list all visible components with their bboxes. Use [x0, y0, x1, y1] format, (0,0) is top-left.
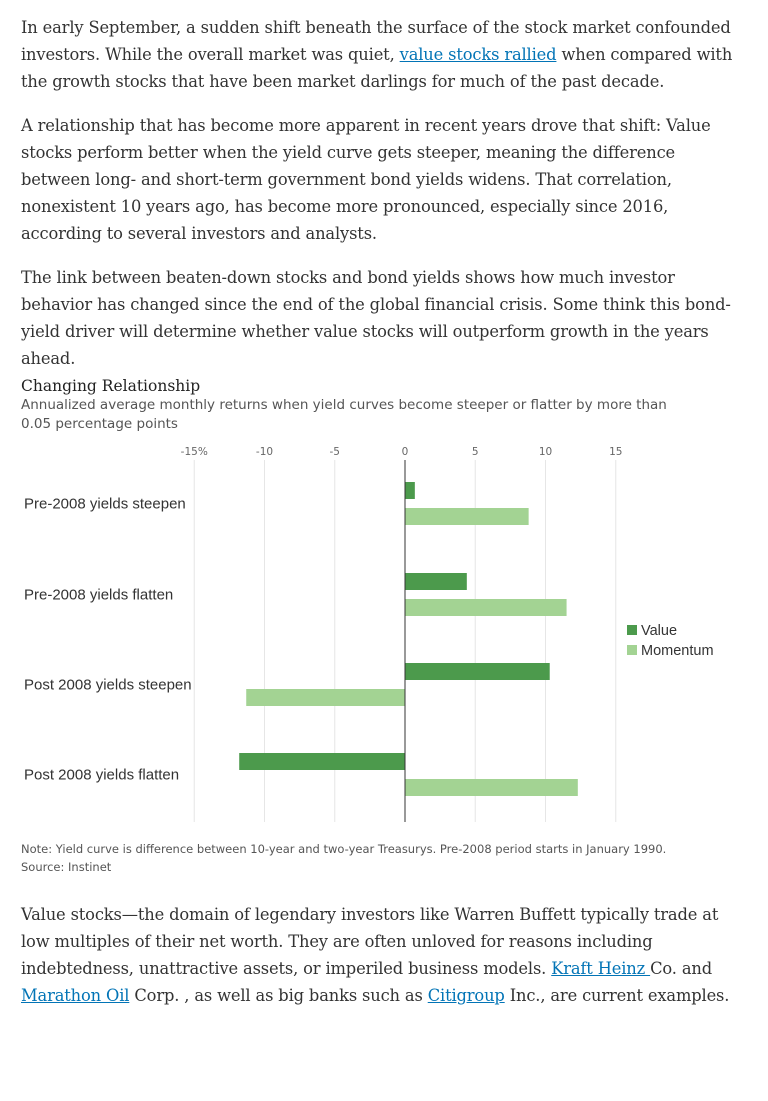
x-tick-label: 0 [402, 446, 409, 458]
x-tick-label: -5 [330, 446, 340, 458]
p4-text-c: Corp. , as well as big banks such as [129, 986, 428, 1005]
x-tick-label: 10 [539, 446, 552, 458]
bar-value [239, 753, 405, 770]
x-tick-label: 15 [609, 446, 622, 458]
chart-container: Changing Relationship Annualized average… [21, 376, 751, 434]
bar-momentum [405, 599, 567, 616]
chart-note-block: Note: Yield curve is difference between … [21, 840, 666, 876]
bar-value [405, 573, 467, 590]
category-label: Post 2008 yields flatten [24, 767, 179, 784]
legend-swatch [627, 625, 637, 635]
chart-title: Changing Relationship [21, 377, 201, 395]
category-label: Pre-2008 yields steepen [24, 496, 186, 513]
p4-text-d: Inc., are current examples. [504, 986, 730, 1005]
category-label: Pre-2008 yields flatten [24, 587, 173, 604]
paragraph-4: Value stocks—the domain of legendary inv… [21, 901, 733, 1009]
legend-label: Momentum [641, 643, 714, 659]
citigroup-link[interactable]: Citigroup [427, 986, 505, 1005]
legend-swatch [627, 645, 637, 655]
p4-text-a: Value stocks—the domain of legendary inv… [21, 905, 719, 978]
p1-text-a: In early September, a sudden shift benea… [21, 18, 731, 64]
article-top: In early September, a sudden shift benea… [21, 14, 733, 389]
paragraph-1: In early September, a sudden shift benea… [21, 14, 733, 95]
chart-source: Source: Instinet [21, 860, 112, 874]
paragraph-3: The link between beaten-down stocks and … [21, 268, 731, 368]
kraft-heinz-link[interactable]: Kraft Heinz [551, 959, 651, 978]
x-tick-label: -10 [256, 446, 273, 458]
category-label: Post 2008 yields steepen [24, 677, 192, 694]
marathon-oil-link[interactable]: Marathon Oil [21, 986, 130, 1005]
value-stocks-rallied-link[interactable]: value stocks rallied [399, 45, 557, 64]
bar-momentum [405, 508, 529, 525]
x-tick-label: -15% [181, 446, 208, 458]
legend-label: Value [641, 623, 677, 639]
article-bottom: Value stocks—the domain of legendary inv… [21, 901, 733, 1026]
chart-subtitle: Annualized average monthly returns when … [21, 397, 667, 432]
chart-note: Note: Yield curve is difference between … [21, 842, 667, 856]
x-tick-label: 5 [472, 446, 479, 458]
paragraph-2: A relationship that has become more appa… [21, 116, 711, 243]
bar-value [405, 663, 550, 680]
p1-text-b: when compared with the growth stocks tha… [21, 45, 733, 91]
p4-text-b: Co. and [650, 959, 712, 978]
bar-momentum [405, 779, 578, 796]
bar-momentum [246, 689, 405, 706]
bar-value [405, 482, 415, 499]
